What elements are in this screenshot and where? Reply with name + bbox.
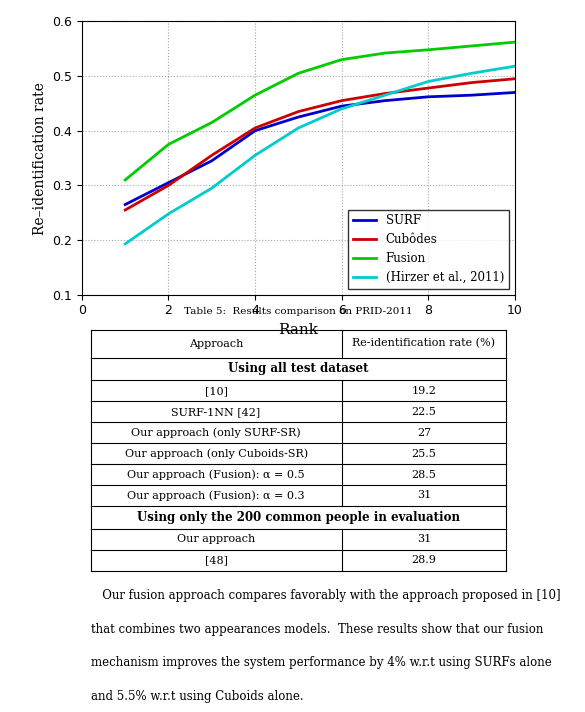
Text: [48]: [48] [205, 555, 228, 565]
Text: [10]: [10] [205, 386, 228, 396]
Text: Our approach (only Cuboids-SR): Our approach (only Cuboids-SR) [125, 449, 308, 459]
Text: 28.9: 28.9 [411, 555, 436, 565]
Y-axis label: Re–identification rate: Re–identification rate [33, 82, 47, 234]
Text: 31: 31 [417, 491, 431, 501]
Text: SURF-1NN [42]: SURF-1NN [42] [171, 407, 261, 417]
Text: Our fusion approach compares favorably with the approach proposed in [10]: Our fusion approach compares favorably w… [91, 589, 560, 602]
Text: 25.5: 25.5 [411, 449, 436, 459]
Text: mechanism improves the system performance by 4% w.r.t using SURFs alone: mechanism improves the system performanc… [91, 656, 551, 669]
Text: Using only the 200 common people in evaluation: Using only the 200 common people in eval… [137, 511, 460, 524]
Text: 27: 27 [417, 428, 431, 438]
Text: 22.5: 22.5 [411, 407, 436, 417]
Legend: SURF, Cubôdes, Fusion, (Hirzer et al., 2011): SURF, Cubôdes, Fusion, (Hirzer et al., 2… [348, 210, 509, 289]
Text: Our approach (Fusion): α = 0.3: Our approach (Fusion): α = 0.3 [128, 490, 305, 501]
Text: that combines two appearances models.  These results show that our fusion: that combines two appearances models. Th… [91, 623, 543, 636]
Text: Our approach (only SURF-SR): Our approach (only SURF-SR) [131, 427, 301, 438]
Text: Re-identification rate (%): Re-identification rate (%) [352, 338, 495, 349]
Text: Table 5:  Results comparison on PRID-2011: Table 5: Results comparison on PRID-2011 [184, 307, 412, 316]
Text: 19.2: 19.2 [411, 386, 436, 396]
Text: and 5.5% w.r.t using Cuboids alone.: and 5.5% w.r.t using Cuboids alone. [91, 690, 303, 703]
Text: Using all test dataset: Using all test dataset [228, 362, 369, 375]
Text: Approach: Approach [189, 339, 243, 349]
Text: 31: 31 [417, 534, 431, 544]
Text: Our approach: Our approach [177, 534, 255, 544]
Text: Our approach (Fusion): α = 0.5: Our approach (Fusion): α = 0.5 [128, 469, 305, 480]
X-axis label: Rank: Rank [278, 323, 318, 337]
Text: 28.5: 28.5 [411, 469, 436, 479]
